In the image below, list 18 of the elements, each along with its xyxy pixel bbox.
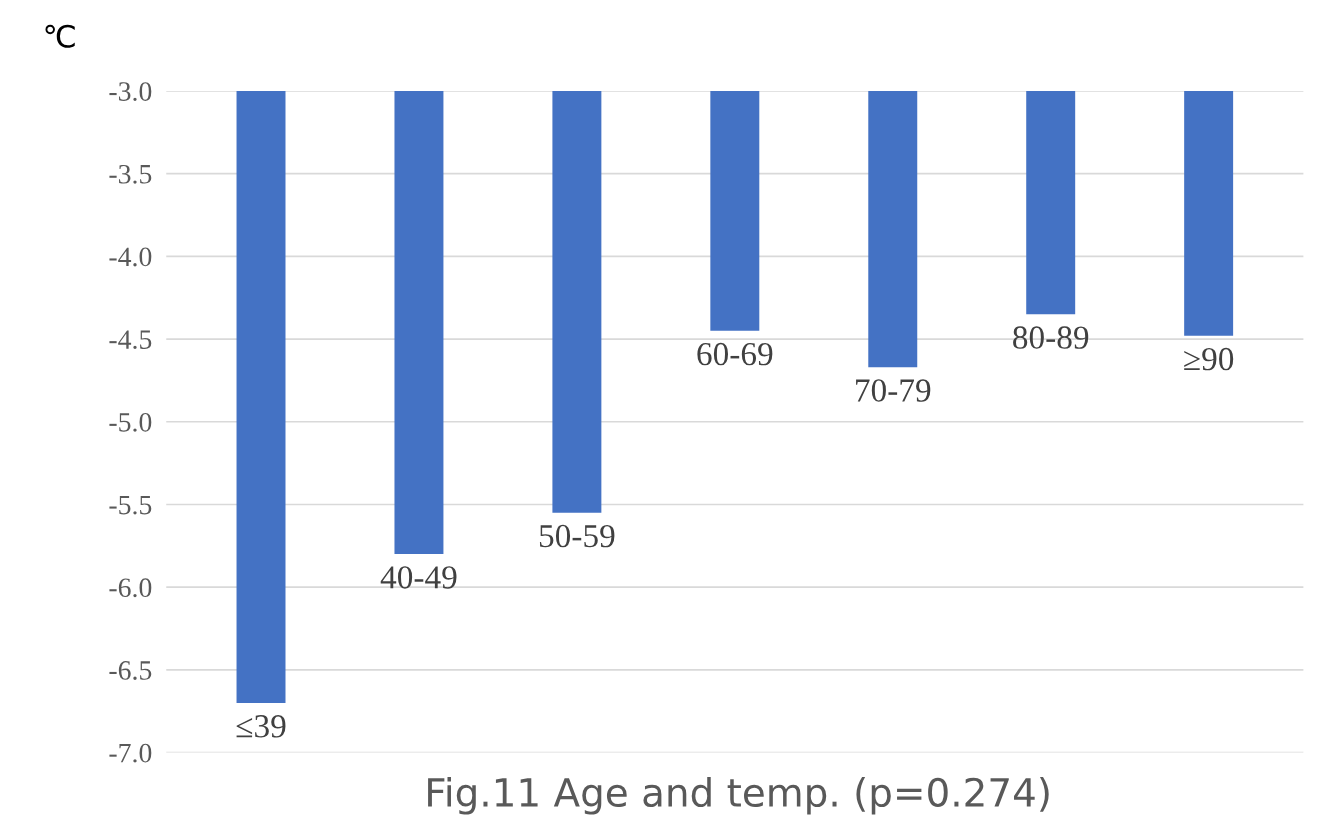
x-tick-label: 70-79 — [856, 379, 931, 402]
x-tick-label: 80-89 — [1013, 326, 1089, 349]
x-tick-label: 60-69 — [697, 342, 773, 366]
y-tick-label: -4.0 — [109, 247, 152, 267]
x-tick-label: 50-59 — [539, 524, 615, 548]
y-tick-label: -3.5 — [109, 164, 152, 184]
text: Fig.11 Age and temp. (p=0.274) — [428, 776, 1049, 815]
y-tick-label: -6.5 — [109, 661, 152, 680]
x-tick-label: ≤39 — [236, 715, 286, 738]
y-tick-label: -7.0 — [109, 743, 152, 763]
y-axis-title: ℃ — [45, 24, 75, 48]
x-tick-label: ≥90 — [1184, 347, 1234, 371]
y-tick-label: -6.0 — [109, 578, 152, 598]
x-tick-label: 40-49 — [380, 566, 457, 589]
y-tick-label: -5.0 — [109, 412, 152, 432]
y-tick-label: -4.5 — [109, 330, 152, 350]
y-tick-label: -3.0 — [109, 82, 152, 101]
y-tick-label: -5.5 — [109, 495, 152, 515]
